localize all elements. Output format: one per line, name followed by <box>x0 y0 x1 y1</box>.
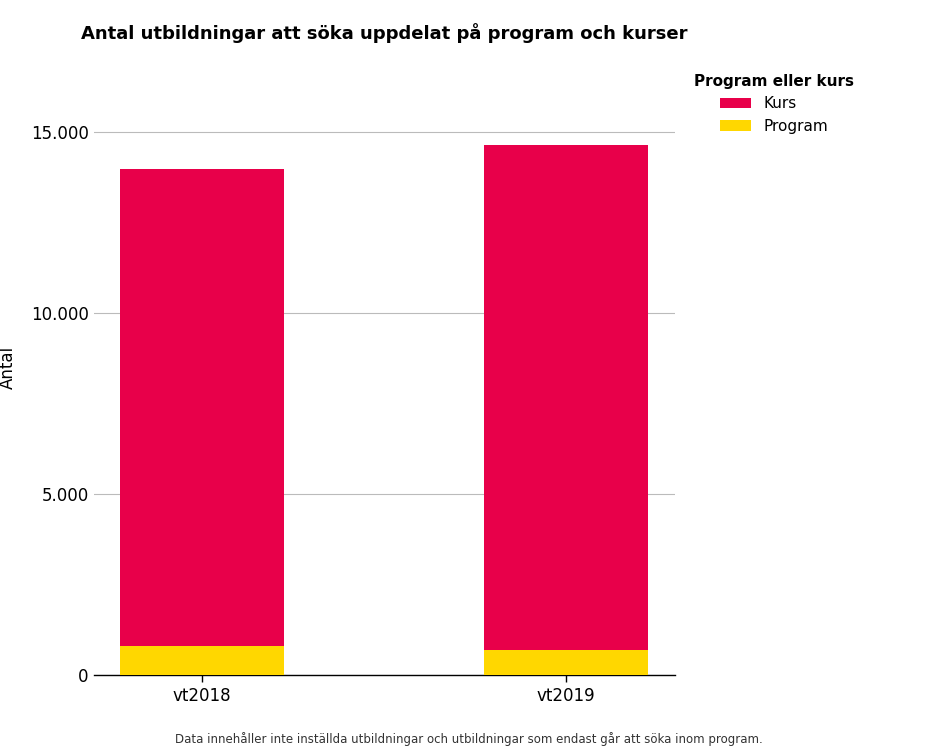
Bar <box>484 650 648 675</box>
Bar <box>120 169 284 646</box>
Text: Data innehåller inte inställda utbildningar och utbildningar som endast går att : Data innehåller inte inställda utbildnin… <box>174 731 762 746</box>
Title: Antal utbildningar att söka uppdelat på program och kurser: Antal utbildningar att söka uppdelat på … <box>80 23 687 44</box>
Y-axis label: Antal: Antal <box>0 346 17 389</box>
Legend: Kurs, Program: Kurs, Program <box>687 68 859 140</box>
Bar <box>484 145 648 650</box>
Bar <box>120 646 284 675</box>
